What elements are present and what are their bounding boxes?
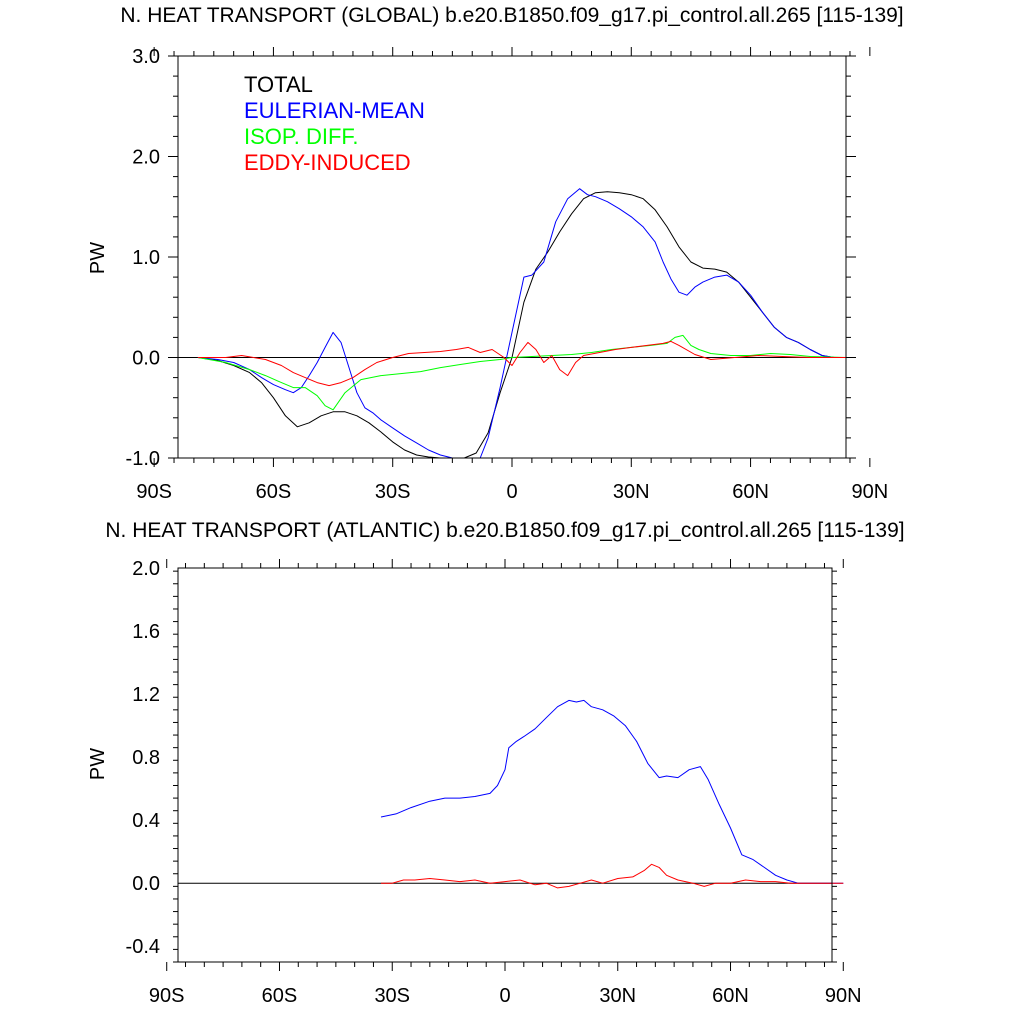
y-tick-label: 0.0 <box>132 873 160 895</box>
x-tick-label: 60N <box>712 985 749 1007</box>
y-tick-label: 1.6 <box>132 621 160 643</box>
atlantic-plot-frame <box>177 567 833 963</box>
y-tick-label: 2.0 <box>132 558 160 580</box>
series-line-total <box>197 191 846 459</box>
y-tick-label: -1.0 <box>126 448 160 470</box>
atlantic-chart-title: N. HEAT TRANSPORT (ATLANTIC) b.e20.B1850… <box>105 519 904 542</box>
x-tick-label: 90N <box>825 985 862 1007</box>
atlantic-y-axis-label: PW <box>87 748 109 780</box>
series-line-eulerian-mean <box>380 699 844 884</box>
x-tick-label: 60N <box>732 481 769 503</box>
legend-eulerian-mean: EULERIAN-MEAN <box>244 98 425 123</box>
x-tick-label: 60S <box>262 985 298 1007</box>
y-tick-label: 1.0 <box>132 247 160 269</box>
atlantic-panel: N. HEAT TRANSPORT (ATLANTIC) b.e20.B1850… <box>87 519 905 1007</box>
y-tick-label: 3.0 <box>132 46 160 68</box>
x-tick-label: 90N <box>852 481 889 503</box>
series-line-eddy-induced <box>197 340 846 387</box>
x-tick-label: 30S <box>375 481 411 503</box>
x-tick-label: 90S <box>149 985 185 1007</box>
x-tick-label: 60S <box>256 481 292 503</box>
x-tick-label: 0 <box>506 481 517 503</box>
legend-total: TOTAL <box>244 72 313 97</box>
y-tick-label: 0.4 <box>132 810 160 832</box>
x-tick-label: 90S <box>136 481 172 503</box>
series-line-isop-diff <box>197 334 847 411</box>
global-legend: TOTAL EULERIAN-MEAN ISOP. DIFF. EDDY-IND… <box>244 72 425 175</box>
y-tick-label: 2.0 <box>132 147 160 169</box>
global-y-axis-label: PW <box>87 242 109 274</box>
series-line-eulerian-mean <box>197 188 846 459</box>
x-tick-label: 30S <box>374 985 410 1007</box>
series-line-eddy-induced <box>381 863 844 889</box>
legend-eddy-induced: EDDY-INDUCED <box>244 150 411 175</box>
y-tick-label: -0.4 <box>126 936 160 958</box>
x-tick-label: 0 <box>499 985 510 1007</box>
legend-isop-diff: ISOP. DIFF. <box>244 124 359 149</box>
y-tick-label: 0.0 <box>132 348 160 370</box>
y-tick-label: 0.8 <box>132 747 160 769</box>
x-tick-label: 30N <box>613 481 650 503</box>
x-tick-label: 30N <box>599 985 636 1007</box>
global-chart-title: N. HEAT TRANSPORT (GLOBAL) b.e20.B1850.f… <box>120 4 903 27</box>
global-panel: N. HEAT TRANSPORT (GLOBAL) b.e20.B1850.f… <box>87 4 904 503</box>
y-tick-label: 1.2 <box>132 684 160 706</box>
